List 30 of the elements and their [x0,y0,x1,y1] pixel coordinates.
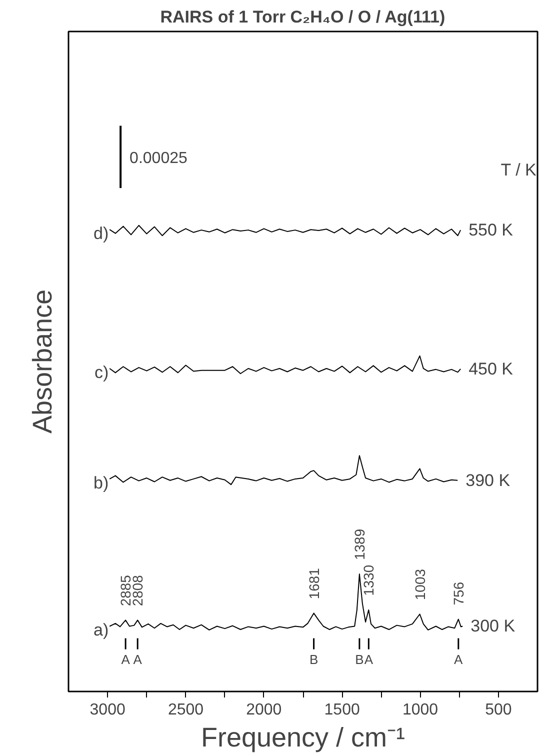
annotation: 1330 [360,564,377,596]
annotation: A [121,652,130,667]
x-tick-label: 1500 [324,702,360,718]
annotation: b) [94,473,109,492]
annotation: B [355,652,364,667]
chart-title: RAIRS of 1 Torr C₂H₄O / O / Ag(111) [160,8,446,26]
annotation: a) [94,620,109,640]
y-axis-title: Absorbance [28,289,58,434]
x-tick-label: 1000 [402,702,438,718]
series-label: 300 K [470,616,516,636]
annotation: 1681 [306,568,322,600]
x-tick-label: 2000 [246,702,282,718]
annotation: A [364,652,374,667]
annotation: 1389 [351,528,368,560]
series-label: 450 K [468,359,514,378]
annotation: 756 [450,582,466,606]
x-tick-label: 3000 [90,702,126,718]
annotation: d) [94,224,109,244]
x-tick-label: 500 [485,702,512,718]
annotation: A [454,652,464,667]
annotation: B [309,652,318,667]
text: 0.00025 [130,150,188,167]
series-label: 390 K [466,470,511,490]
annotation: c) [94,362,109,382]
annotation: 1003 [412,568,428,600]
x-axis-title: Frequency / cm⁻¹ [200,722,406,752]
series-label: 550 K [468,220,514,240]
x-tick-label: 2500 [168,702,204,718]
text: T / K [500,160,538,180]
annotation: A [133,652,142,667]
